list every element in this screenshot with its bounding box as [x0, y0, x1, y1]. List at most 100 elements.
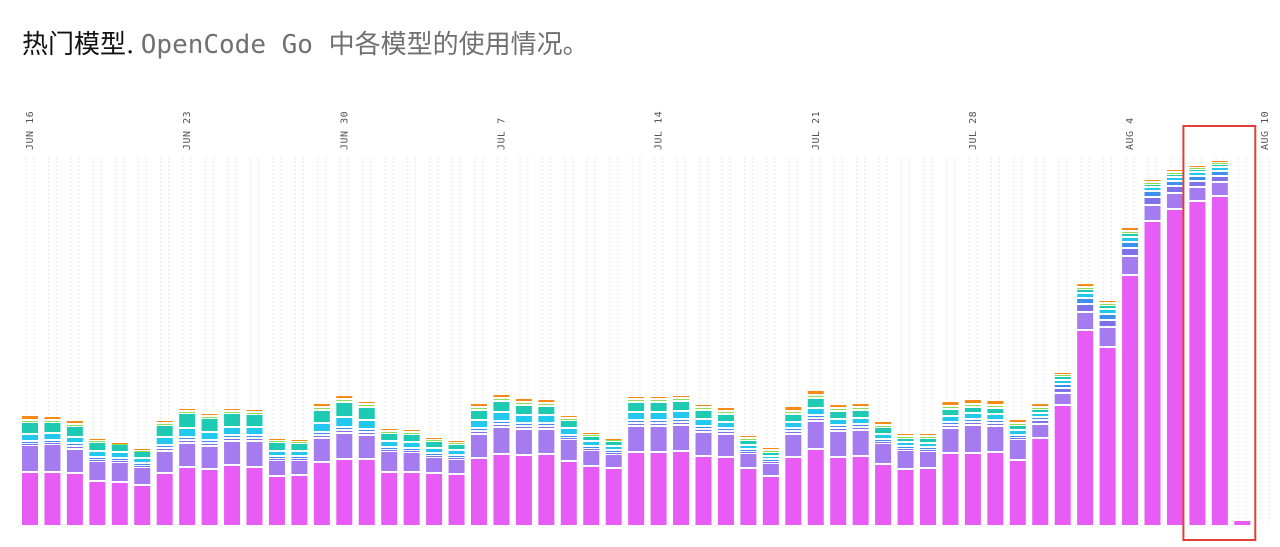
bar-segment — [201, 419, 218, 431]
bar-segment — [1122, 249, 1139, 255]
bar-segment — [1166, 194, 1183, 208]
bar-segment — [875, 428, 892, 433]
bar-segment — [336, 428, 353, 429]
bar-segment — [471, 432, 487, 433]
bar-segment — [1166, 175, 1183, 176]
bar-segment — [291, 440, 308, 441]
bar-segment — [515, 416, 532, 422]
bar-segment — [179, 429, 196, 436]
bar-segment — [964, 405, 981, 406]
bar-segment — [291, 457, 308, 458]
bar-segment — [785, 407, 802, 410]
bar-segment — [268, 457, 285, 458]
bar-segment — [1032, 439, 1049, 525]
bar-segment — [875, 426, 892, 427]
bar-segment — [201, 441, 218, 442]
bar-segment — [695, 411, 712, 418]
bar-segment — [471, 459, 487, 525]
bar-segment — [493, 413, 510, 420]
bar-segment — [807, 416, 824, 417]
bar-segment — [628, 403, 645, 411]
bar-segment — [268, 439, 285, 440]
bar-segment — [1122, 243, 1139, 247]
bar-segment — [740, 436, 757, 437]
bar-segment — [1077, 331, 1094, 525]
bar-segment — [156, 426, 173, 436]
bar-segment — [246, 413, 263, 414]
bar-segment — [1144, 188, 1161, 190]
bar-segment — [471, 435, 487, 457]
bar-segment — [560, 419, 577, 420]
bar-segment — [650, 421, 667, 422]
bar-segment — [291, 452, 308, 455]
bar-segment — [358, 408, 375, 419]
bar-segment — [538, 455, 555, 525]
bar-segment — [605, 455, 622, 467]
bar-segment — [1144, 198, 1161, 204]
bar-segment — [875, 422, 892, 424]
bar-segment — [89, 462, 106, 480]
bar-segment — [201, 433, 218, 439]
tick-label: JUN 23 — [182, 111, 193, 150]
bar-segment — [583, 435, 600, 436]
bar-segment — [22, 423, 38, 433]
bars-layer — [22, 161, 1251, 525]
bar-segment — [381, 442, 398, 446]
bar-segment — [785, 429, 802, 430]
bar-segment — [1054, 381, 1071, 383]
bar-segment — [471, 429, 487, 430]
bar-segment — [785, 432, 802, 433]
bar-segment — [1122, 238, 1139, 241]
bar-segment — [66, 421, 83, 423]
bar-segment — [964, 454, 981, 525]
bar-segment — [852, 408, 869, 409]
bar-segment — [493, 425, 510, 426]
bar-segment — [1099, 321, 1116, 326]
bar-segment — [920, 452, 936, 467]
bar-segment — [89, 439, 106, 440]
bar-segment — [268, 459, 285, 460]
bar-segment — [695, 457, 712, 525]
bar-segment — [605, 440, 622, 441]
bar-segment — [403, 435, 420, 441]
bar-segment — [1009, 438, 1026, 439]
bar-segment — [179, 441, 196, 442]
bar-segment — [89, 452, 106, 456]
bar-segment — [156, 424, 173, 425]
bar-segment — [224, 436, 241, 437]
bar-segment — [1054, 406, 1071, 525]
bar-segment — [605, 451, 622, 452]
bar-segment — [560, 429, 577, 434]
bar-segment — [224, 412, 241, 413]
bar-segment — [807, 409, 824, 414]
bar-segment — [515, 456, 532, 525]
bar-segment — [156, 438, 173, 444]
bar-segment — [673, 412, 690, 418]
bar-segment — [1032, 404, 1049, 406]
bar-segment — [807, 422, 824, 448]
bar-segment — [381, 434, 398, 440]
bar-segment — [313, 463, 330, 525]
bar-segment — [964, 414, 981, 418]
bar-segment — [448, 460, 465, 473]
bar-segment — [515, 403, 532, 404]
tick-label: JUL 14 — [654, 111, 665, 150]
bar-segment — [628, 427, 645, 451]
bar-segment — [560, 421, 577, 427]
bar-segment — [1189, 202, 1206, 525]
bar-segment — [134, 486, 151, 525]
bar-segment — [134, 451, 151, 452]
bar-segment — [268, 461, 285, 475]
bar-segment — [179, 409, 196, 410]
bar-segment — [717, 458, 734, 525]
bar-segment — [179, 438, 196, 439]
bar-segment — [66, 425, 83, 426]
bar-segment — [1032, 414, 1049, 416]
bar-segment — [246, 439, 263, 440]
bar-segment — [560, 462, 577, 525]
bar-segment — [942, 429, 959, 452]
bar-segment — [381, 429, 398, 430]
bar-segment — [1077, 299, 1094, 303]
bar-segment — [313, 411, 330, 422]
bar-segment — [875, 440, 892, 441]
